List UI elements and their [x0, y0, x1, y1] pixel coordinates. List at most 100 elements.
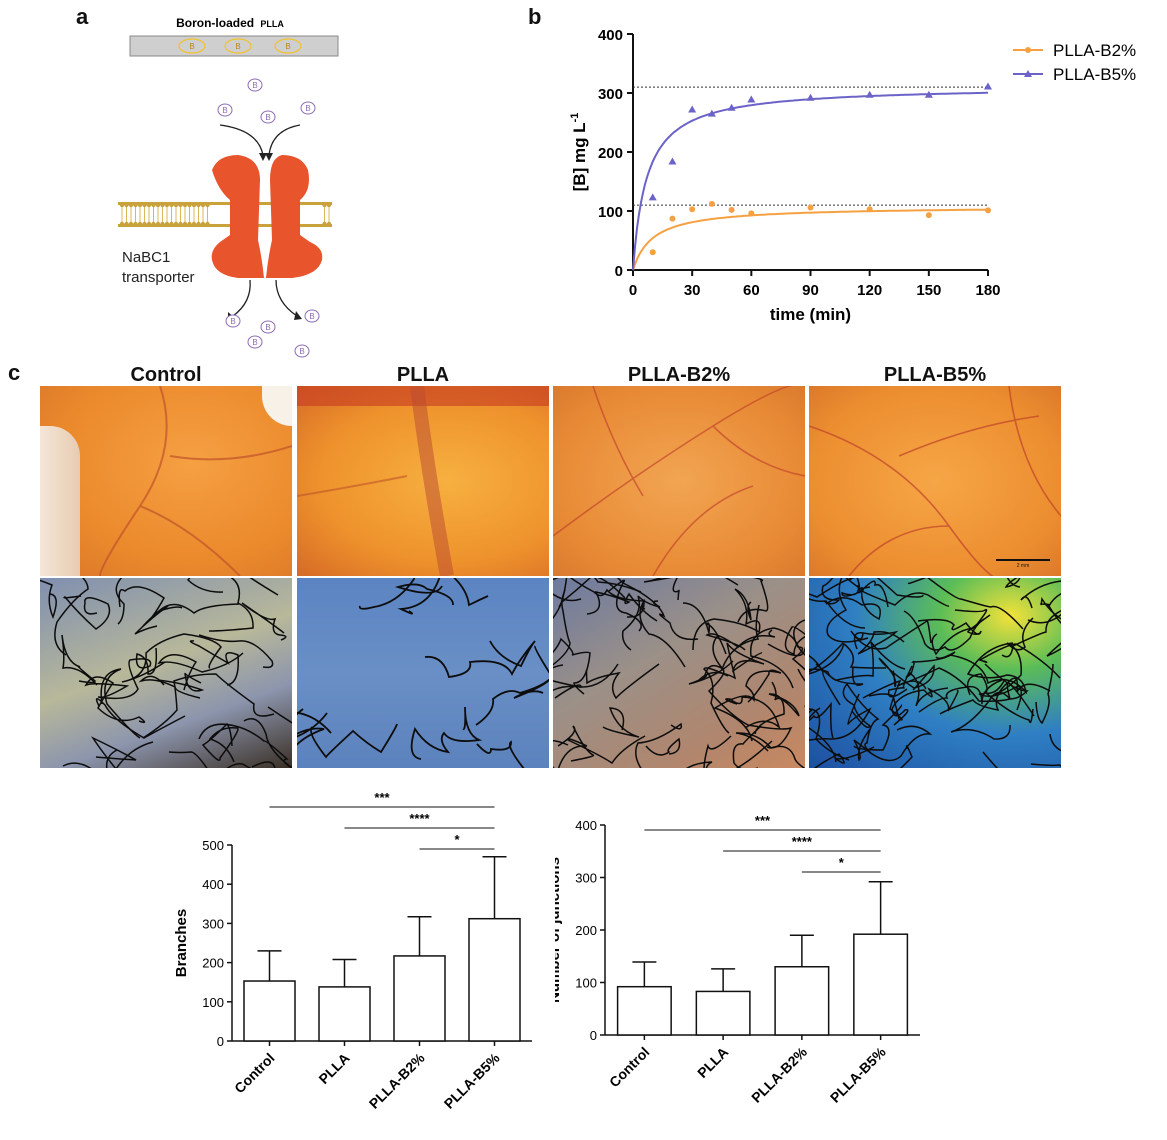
lipid-head	[169, 202, 174, 208]
lipid-head	[187, 221, 192, 227]
column-title-control: Control	[130, 364, 202, 386]
vessel-segment	[142, 673, 275, 739]
vessel-segment	[189, 640, 240, 686]
vessel-segment	[754, 681, 800, 735]
lipid-head	[119, 221, 125, 227]
scale-bar	[996, 559, 1050, 561]
vessel-segment	[791, 619, 805, 671]
vessel-segment	[621, 595, 661, 651]
x-tick-label: PLLA	[694, 1044, 731, 1081]
vessel-segment	[862, 679, 903, 721]
lipid-head	[151, 202, 156, 208]
lipid-head	[164, 202, 170, 208]
y-tick-label: 400	[575, 818, 597, 833]
lipid-head	[191, 202, 197, 208]
data-point	[806, 93, 815, 101]
vessel-segment	[645, 737, 681, 756]
vessel-segment	[198, 634, 274, 669]
vessel-segment	[682, 602, 727, 655]
lipid-head	[200, 221, 206, 227]
significance-stars: ***	[755, 813, 771, 828]
x-tick-label: Control	[231, 1050, 278, 1097]
lipid-head	[133, 202, 138, 208]
boron-ion-label: B	[305, 104, 310, 113]
vessel-segment	[626, 598, 686, 668]
boron-ion-label: B	[252, 81, 257, 90]
vessel-segment	[553, 684, 582, 699]
x-tick-label: PLLA-B5%	[827, 1043, 889, 1105]
vessel-segment	[809, 598, 866, 629]
y-tick-label: 200	[202, 956, 224, 971]
column-title-plla-b5: PLLA-B5%	[883, 364, 987, 386]
legend-label: PLLA-B5%	[1053, 65, 1136, 84]
transporter-label-line2: transporter	[122, 269, 195, 286]
vessel-segment	[553, 735, 646, 768]
lipid-head	[155, 221, 161, 227]
vessel-segment	[1035, 663, 1054, 725]
x-tick-label: PLLA-B2%	[748, 1043, 810, 1105]
vessel-segment	[853, 704, 903, 751]
influx-arrows	[219, 124, 301, 317]
bar	[318, 986, 371, 1042]
lipid-head	[146, 221, 152, 227]
lipid-head	[128, 221, 134, 227]
data-point	[727, 103, 736, 111]
bar	[393, 955, 446, 1042]
vessel-segment	[95, 698, 186, 739]
vessel-segment	[534, 645, 549, 674]
vessel-segment	[842, 682, 880, 755]
vessel-segment	[686, 735, 732, 768]
column-title-plla-b2: PLLA-B2%	[627, 364, 731, 386]
x-tick-label: 90	[802, 282, 819, 299]
vessel-segment	[917, 614, 991, 635]
vessel-segment	[1004, 578, 1021, 589]
bar	[774, 966, 830, 1036]
lipid-head	[142, 221, 147, 227]
vessel-segment	[267, 706, 292, 724]
y-tick-label: 0	[217, 1034, 224, 1049]
vessel-segment	[297, 708, 328, 746]
vessel-segment	[826, 578, 869, 643]
vessel-segment	[887, 665, 913, 698]
lipid-head	[173, 202, 179, 208]
vessel-segment	[876, 578, 924, 598]
x-tick-label: PLLA	[315, 1050, 352, 1087]
vessel-segment	[97, 647, 158, 700]
data-point	[924, 90, 933, 98]
vessel-segment	[62, 762, 92, 768]
vessel-segment	[993, 617, 1034, 696]
vessel-segment	[983, 678, 1034, 724]
cam-photo-plla-b2	[553, 386, 805, 576]
x-tick-label: 30	[684, 282, 701, 299]
y-axis-label: [B] mg L-1	[569, 113, 589, 192]
boron-ion	[247, 78, 263, 92]
vessel-segment	[476, 740, 525, 768]
vessel-segment	[453, 578, 489, 607]
boron-ion	[300, 101, 316, 115]
bar	[853, 933, 909, 1036]
boron-ion-label: B	[265, 323, 270, 332]
nabc1-transporter	[211, 155, 323, 278]
bar	[695, 990, 751, 1036]
data-point	[728, 206, 735, 213]
vessel-segment	[907, 578, 1024, 630]
vessel-tracing-control	[40, 578, 292, 768]
data-point	[669, 215, 676, 222]
vessel-segment	[394, 583, 454, 606]
vessel-segment	[736, 740, 773, 768]
vessel-segment	[84, 676, 146, 724]
vessel-segment	[809, 693, 872, 741]
data-point	[688, 105, 697, 113]
panel-b-letter: b	[528, 4, 542, 29]
lipid-head	[137, 202, 143, 208]
y-tick-label: 300	[598, 86, 623, 103]
vessel-segment	[410, 706, 483, 760]
film-boron-particles	[178, 38, 302, 54]
x-tick-label: 150	[916, 282, 941, 299]
data-point	[747, 95, 756, 103]
panel-a-letter: a	[76, 4, 89, 29]
vessel-segment	[939, 677, 1051, 715]
vessel-segment	[553, 578, 626, 620]
significance-stars: ***	[374, 790, 390, 805]
